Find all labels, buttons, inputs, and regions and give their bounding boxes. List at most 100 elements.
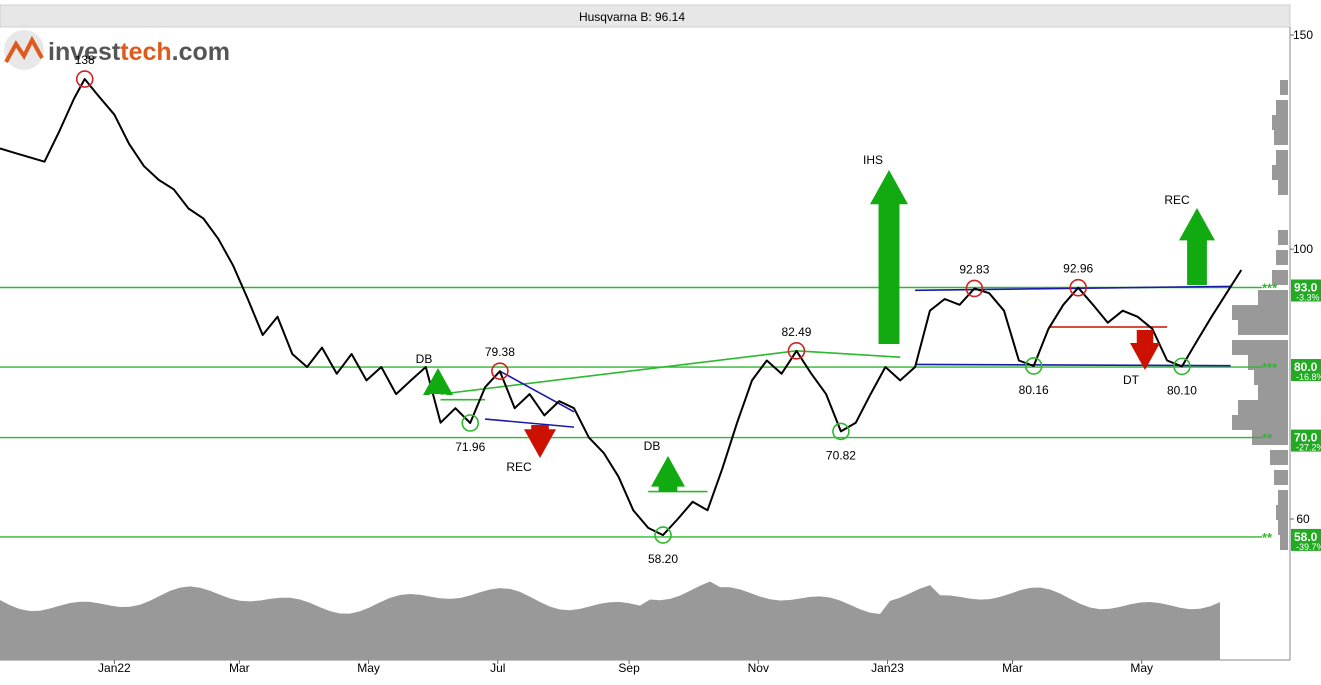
pattern-label: REC	[506, 460, 532, 474]
x-tick-label: May	[357, 661, 380, 675]
histogram-bar	[1248, 355, 1288, 370]
histogram-bar	[1272, 270, 1288, 285]
histogram-bar	[1272, 115, 1288, 130]
rectangle-line	[915, 285, 1231, 292]
support-stars: **	[1262, 530, 1273, 545]
histogram-bar	[1280, 535, 1288, 550]
histogram-bar	[1278, 180, 1288, 195]
support-label-value: 70.0	[1294, 431, 1318, 445]
histogram-bar	[1232, 340, 1288, 355]
volume-area	[0, 581, 1220, 660]
y-tick-label: 150	[1293, 28, 1313, 42]
extreme-marker	[75, 70, 94, 88]
extreme-marker	[1024, 357, 1043, 375]
buy-arrow	[1179, 208, 1215, 285]
histogram-bar	[1254, 370, 1288, 385]
histogram-bar	[1276, 250, 1288, 265]
price-series	[0, 78, 1243, 537]
histogram-bar	[1270, 450, 1288, 465]
support-label-pct: -27.2%	[1296, 443, 1321, 453]
y-axis-ticks: 150 100 60	[1290, 28, 1313, 526]
extreme-label: 80.10	[1167, 383, 1197, 397]
extreme-marker	[654, 526, 672, 544]
support-stars: **	[1262, 431, 1273, 446]
title-bar	[0, 4, 1291, 28]
investtech-logo-icon	[4, 30, 44, 70]
sell-arrow	[1130, 330, 1160, 370]
extreme-label: 70.82	[826, 448, 856, 462]
sell-arrow	[524, 425, 556, 458]
extreme-label: 58.20	[648, 552, 678, 566]
extreme-label: 79.38	[485, 345, 515, 359]
trend-line	[796, 350, 901, 359]
buy-arrow	[870, 170, 908, 344]
extreme-label: 92.83	[959, 262, 989, 276]
logo-text-invest: invest	[48, 38, 121, 66]
extreme-marker	[491, 362, 509, 380]
x-tick-label: May	[1130, 661, 1153, 675]
x-tick-label: Nov	[748, 661, 769, 675]
x-tick-label: Jul	[490, 661, 505, 675]
x-axis-ticks: Jan22 Mar May Jul Sep Nov Jan23 Mar May	[98, 660, 1153, 675]
pattern-label: DB	[644, 439, 661, 453]
histogram-bar	[1276, 505, 1288, 520]
price-line	[0, 78, 1243, 537]
support-label-value: 93.0	[1294, 281, 1318, 295]
support-label-box	[1291, 429, 1321, 452]
support-label-pct: -39.7%	[1296, 542, 1321, 552]
histogram-bar	[1276, 150, 1288, 165]
histogram-bar	[1232, 415, 1288, 430]
price-histogram	[1232, 80, 1288, 550]
extreme-label: 71.96	[455, 440, 485, 454]
support-labels: *** 93.0-3.3% *** 80.0-16.8% ** 70.0-27.2% ** 5…	[1262, 279, 1321, 552]
support-label-value: 58.0	[1294, 530, 1318, 544]
extreme-label: 92.96	[1063, 262, 1093, 276]
investtech-logo: investtech.com	[4, 30, 230, 70]
histogram-bar	[1274, 470, 1288, 485]
svg-text:investtech.com: investtech.com	[48, 38, 230, 66]
plot-background	[0, 5, 1290, 660]
extreme-label: 80.16	[1019, 383, 1049, 397]
y-tick-label: 100	[1293, 242, 1313, 256]
histogram-bar	[1238, 400, 1288, 415]
histogram-bar	[1276, 100, 1288, 115]
extreme-label: 138	[75, 53, 95, 67]
extreme-marker	[461, 414, 480, 432]
pattern-label: DB	[416, 352, 433, 366]
extreme-marker	[787, 342, 806, 360]
extreme-marker	[1173, 357, 1191, 376]
histogram-bar	[1272, 165, 1288, 180]
histogram-bar	[1232, 305, 1288, 320]
pattern-label: IHS	[863, 153, 883, 167]
histogram-bar	[1280, 80, 1288, 95]
x-tick-label: Sep	[618, 661, 640, 675]
support-label-pct: -16.8%	[1296, 372, 1321, 382]
histogram-bar	[1278, 230, 1288, 245]
support-label-value: 80.0	[1294, 360, 1318, 374]
x-tick-label: Mar	[1002, 661, 1023, 675]
signal-arrows: DB REC DB IHS DT REC	[416, 153, 1215, 492]
extreme-marker	[965, 279, 984, 298]
wedge-line	[499, 370, 575, 413]
x-tick-label: Jan22	[98, 661, 131, 675]
histogram-bar	[1258, 290, 1288, 305]
support-lines	[0, 286, 1262, 538]
pattern-lines	[440, 285, 1231, 493]
x-tick-label: Jan23	[871, 661, 904, 675]
histogram-bar	[1252, 430, 1288, 445]
support-label-box	[1291, 279, 1321, 302]
x-tick-label: Mar	[229, 661, 250, 675]
histogram-bar	[1238, 320, 1288, 335]
volume-panel	[0, 581, 1220, 660]
logo-text-com: .com	[172, 38, 230, 66]
pattern-label: DT	[1123, 373, 1140, 387]
histogram-bar	[1278, 490, 1288, 505]
extreme-markers: 138 79.38 71.96 58.20 82.49 70.82 92.83 80.16 92…	[75, 53, 1198, 566]
y-tick-label: 60	[1296, 512, 1310, 526]
histogram-bar	[1274, 130, 1288, 145]
chart-title: Husqvarna B: 96.14	[579, 10, 685, 24]
extreme-label: 82.49	[781, 325, 811, 339]
support-label-box	[1291, 359, 1321, 382]
